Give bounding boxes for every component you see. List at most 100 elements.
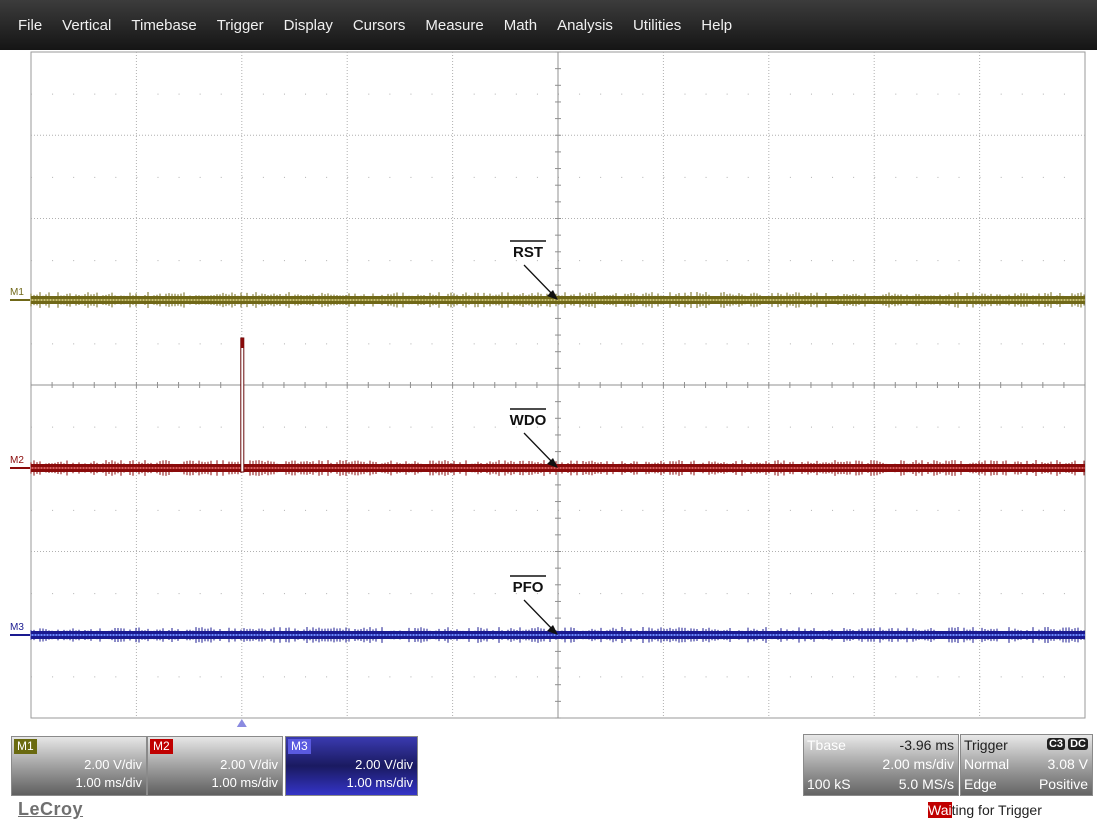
grid-dot [241,593,243,595]
grid-dot [452,509,454,511]
grid-dot [136,260,138,262]
grid-dot [684,176,686,178]
grid-dot [410,509,412,511]
grid-dot [368,260,370,262]
grid-dot [283,343,285,345]
grid-dot [747,176,749,178]
grid-dot [515,593,517,595]
grid-dot [832,509,834,511]
grid-dot [1063,676,1065,678]
grid-dot [895,426,897,428]
menu-vertical[interactable]: Vertical [62,17,112,34]
trigger-label: Trigger [964,737,1008,753]
trigger-type: Edge [964,776,997,792]
grid-dot [1063,176,1065,178]
grid-dot [52,93,54,95]
grid-dot [810,509,812,511]
grid-dot [747,260,749,262]
grid-dot [642,260,644,262]
grid-dot [31,260,32,262]
timebase-tdiv: 2.00 ms/div [882,756,954,772]
grid-dot [494,93,496,95]
waveform-grid[interactable]: M1 RST M2 WDO M3 PFO [0,50,1097,730]
grid-dot [853,593,855,595]
grid-dot [600,676,602,678]
grid-dot [115,426,117,428]
grid-dot [1042,93,1044,95]
grid-dot [705,343,707,345]
grid-dot [768,93,770,95]
grid-dot [642,93,644,95]
grid-dot [431,593,433,595]
grid-dot [199,509,201,511]
grid-dot [1021,93,1023,95]
grid-dot [347,260,349,262]
grid-dot [642,426,644,428]
trace-m1-label: RST [513,244,543,261]
grid-dot [136,343,138,345]
grid-dot [536,593,538,595]
menu-cursors[interactable]: Cursors [352,17,406,34]
trigger-descriptor[interactable]: Trigger C3 DC Normal 3.08 V Edge Positiv… [960,734,1093,796]
channel-m3-descriptor[interactable]: M3 2.00 V/div 1.00 ms/div [285,736,418,796]
grid-dot [1063,509,1065,511]
grid-dot [621,676,623,678]
menu-file[interactable]: File [18,17,43,34]
grid-dot [1000,426,1002,428]
grid-dot [494,343,496,345]
timebase-descriptor[interactable]: Tbase -3.96 ms 2.00 ms/div 100 kS 5.0 MS… [803,734,959,796]
grid-dot [199,260,201,262]
channel-m1-descriptor[interactable]: M1 2.00 V/div 1.00 ms/div [11,736,147,796]
trigger-coupling: DC [1068,738,1088,750]
grid-dot [895,593,897,595]
menu-analysis[interactable]: Analysis [557,17,613,34]
channel-m2-descriptor[interactable]: M2 2.00 V/div 1.00 ms/div [147,736,283,796]
grid-dot [389,676,391,678]
trace-m2-spike-top [240,338,244,348]
grid-dot [94,426,96,428]
menu-utilities[interactable]: Utilities [632,17,682,34]
channel-m1-vdiv: 2.00 V/div [84,757,142,772]
grid-dot [326,176,328,178]
grid-dot [157,676,159,678]
grid-dot [937,93,939,95]
grid-dot [600,426,602,428]
grid-dot [1063,343,1065,345]
grid-dot [832,426,834,428]
grid-dot [368,93,370,95]
grid-dot [1000,593,1002,595]
grid-dot [494,593,496,595]
grid-dot [452,426,454,428]
grid-dot [262,426,264,428]
grid-dot [31,176,32,178]
grid-dot [600,93,602,95]
menu-math[interactable]: Math [503,17,538,34]
grid-dot [621,509,623,511]
grid-dot [979,593,981,595]
grid-dot [347,509,349,511]
grid-dot [283,176,285,178]
menu-timebase[interactable]: Timebase [131,17,197,34]
grid-dot [1021,676,1023,678]
menu-help[interactable]: Help [701,17,733,34]
grid-dot [832,593,834,595]
grid-dot [1021,343,1023,345]
label-arrow [523,264,556,298]
grid-dot [326,593,328,595]
grid-dot [220,676,222,678]
grid-dot [178,426,180,428]
grid-dot [895,343,897,345]
grid-dot [199,93,201,95]
grid-dot [31,676,32,678]
menu-measure[interactable]: Measure [425,17,484,34]
menu-display[interactable]: Display [283,17,333,34]
grid-dot [410,176,412,178]
grid-dot [1000,676,1002,678]
grid-dot [241,176,243,178]
menu-trigger[interactable]: Trigger [216,17,264,34]
grid-dot [874,676,876,678]
grid-dot [642,343,644,345]
grid-dot [1021,176,1023,178]
grid-dot [705,509,707,511]
grid-dot [579,343,581,345]
